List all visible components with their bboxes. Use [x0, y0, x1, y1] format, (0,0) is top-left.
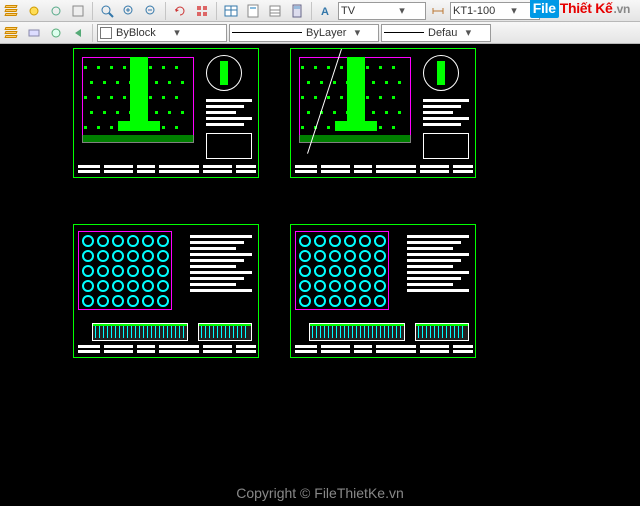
chevron-down-icon: ▾ [395, 4, 409, 17]
chevron-down-icon: ▾ [350, 26, 364, 39]
calc-icon[interactable] [287, 2, 307, 20]
title-block [78, 345, 256, 357]
grid-border [295, 231, 389, 310]
wm-suffix: .vn [614, 2, 630, 16]
drawing-sheet [73, 48, 259, 178]
wm-part2: Thiết Kế [559, 0, 614, 18]
layer-walk-icon[interactable] [46, 24, 66, 42]
color-swatch [100, 27, 112, 39]
dimstyle-combo[interactable]: KT1-100 ▾ [450, 2, 540, 20]
separator [165, 2, 166, 20]
app-root: { "toolbar1": { "dropdowns": { "textstyl… [0, 0, 640, 506]
grid-icon[interactable] [192, 2, 212, 20]
plan-dots [301, 63, 409, 141]
lineweight-combo[interactable]: Defau ▾ [381, 24, 491, 42]
lineweight-sample [384, 32, 424, 33]
freeze-icon[interactable] [24, 2, 44, 20]
section-view [92, 323, 188, 341]
text-icon[interactable]: A [316, 2, 336, 20]
plan-dots [84, 63, 192, 141]
zoom-out-icon[interactable] [141, 2, 161, 20]
linetype-value: ByLayer [306, 27, 346, 39]
drawing-canvas[interactable] [0, 44, 640, 480]
watermark-logo: FileThiết Kế.vn [530, 0, 630, 16]
chevron-down-icon: ▾ [507, 4, 521, 17]
copyright-text: Copyright © FileThietKe.vn [0, 480, 640, 506]
key-plan [206, 133, 252, 159]
chevron-down-icon: ▾ [461, 26, 475, 39]
drawing-sheet [290, 48, 476, 178]
grid-border [78, 231, 172, 310]
layer-prev-icon[interactable] [68, 24, 88, 42]
layer-state-icon[interactable] [24, 24, 44, 42]
svg-text:A: A [321, 6, 329, 18]
section-view-2 [415, 323, 469, 341]
props-icon[interactable] [265, 2, 285, 20]
lineweight-value: Defau [428, 27, 457, 39]
notes-block [206, 99, 252, 129]
title-block [78, 165, 256, 177]
title-block [295, 345, 473, 357]
separator [92, 2, 93, 20]
drawing-sheet [290, 224, 476, 358]
wm-part1: File [530, 0, 559, 18]
detail-inner [220, 61, 228, 85]
zoom-in-icon[interactable] [119, 2, 139, 20]
detail-inner [437, 61, 445, 85]
toolbar-2: ByBlock ▾ ByLayer ▾ Defau ▾ [0, 22, 640, 44]
layers-btn-icon[interactable] [2, 24, 22, 42]
layers-icon[interactable] [2, 2, 22, 20]
separator [92, 24, 93, 42]
separator [311, 2, 312, 20]
section-view [309, 323, 405, 341]
linetype-sample [232, 32, 302, 33]
zoom-icon[interactable] [97, 2, 117, 20]
drawing-sheet [73, 224, 259, 358]
key-plan [423, 133, 469, 159]
redraw-icon[interactable] [170, 2, 190, 20]
notes-block [190, 235, 252, 295]
linetype-combo[interactable]: ByLayer ▾ [229, 24, 379, 42]
color-combo[interactable]: ByBlock ▾ [97, 24, 227, 42]
dimstyle-value: KT1-100 [453, 5, 503, 17]
sheet-icon[interactable] [243, 2, 263, 20]
table-icon[interactable] [221, 2, 241, 20]
title-block [295, 165, 473, 177]
chevron-down-icon: ▾ [170, 26, 184, 39]
toolbar-1: A TV ▾ KT1-100 ▾ FileThiết Kế.vn [0, 0, 640, 22]
textstyle-value: TV [341, 5, 391, 17]
layer-off-icon[interactable] [68, 2, 88, 20]
dim-icon[interactable] [428, 2, 448, 20]
textstyle-combo[interactable]: TV ▾ [338, 2, 426, 20]
section-view-2 [198, 323, 252, 341]
notes-block [407, 235, 469, 295]
color-value: ByBlock [116, 27, 166, 39]
notes-block [423, 99, 469, 129]
separator [216, 2, 217, 20]
thaw-icon[interactable] [46, 2, 66, 20]
